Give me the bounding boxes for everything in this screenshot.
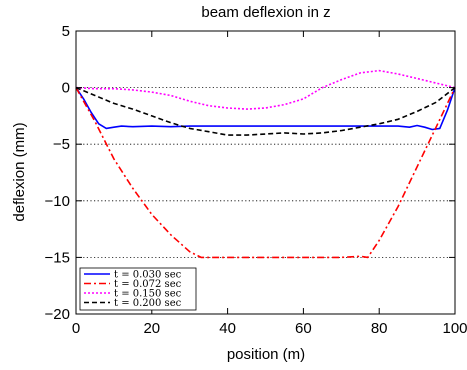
y-tick-label: 5 (62, 23, 70, 40)
legend-label-3: t = 0.150 sec (114, 289, 182, 300)
x-axis-label: position (m) (227, 346, 305, 363)
series-line-4 (75, 86, 456, 136)
x-tick-label: 100 (442, 320, 467, 337)
chart-title: beam deflexion in z (201, 4, 330, 21)
plot-frame (75, 30, 456, 315)
ticks (75, 30, 456, 315)
y-tick-label: 0 (62, 80, 70, 97)
legend-label-1: t = 0.030 sec (114, 270, 182, 281)
series-line-3 (75, 69, 456, 110)
y-axis-label: deflexion (mm) (11, 122, 28, 221)
legend-label-2: t = 0.072 sec (114, 279, 182, 290)
y-tick-label: −15 (45, 249, 70, 266)
x-tick-label: 80 (371, 320, 388, 337)
series-line-1 (75, 87, 456, 131)
x-tick-label: 20 (143, 320, 160, 337)
grid (76, 87, 455, 258)
legend-label-4: t = 0.200 sec (114, 298, 182, 309)
tick-labels: 50−5−10−15−200 20 40 60 80 100 (45, 23, 467, 337)
x-tick-label: 0 (72, 320, 80, 337)
y-tick-label: −5 (53, 136, 70, 153)
series-layer (75, 69, 456, 259)
y-tick-label: −10 (45, 193, 70, 210)
y-tick-label: −20 (45, 306, 70, 323)
series-line-2 (75, 87, 456, 259)
x-tick-label: 60 (295, 320, 312, 337)
x-tick-label: 40 (219, 320, 236, 337)
legend-box (79, 267, 197, 311)
